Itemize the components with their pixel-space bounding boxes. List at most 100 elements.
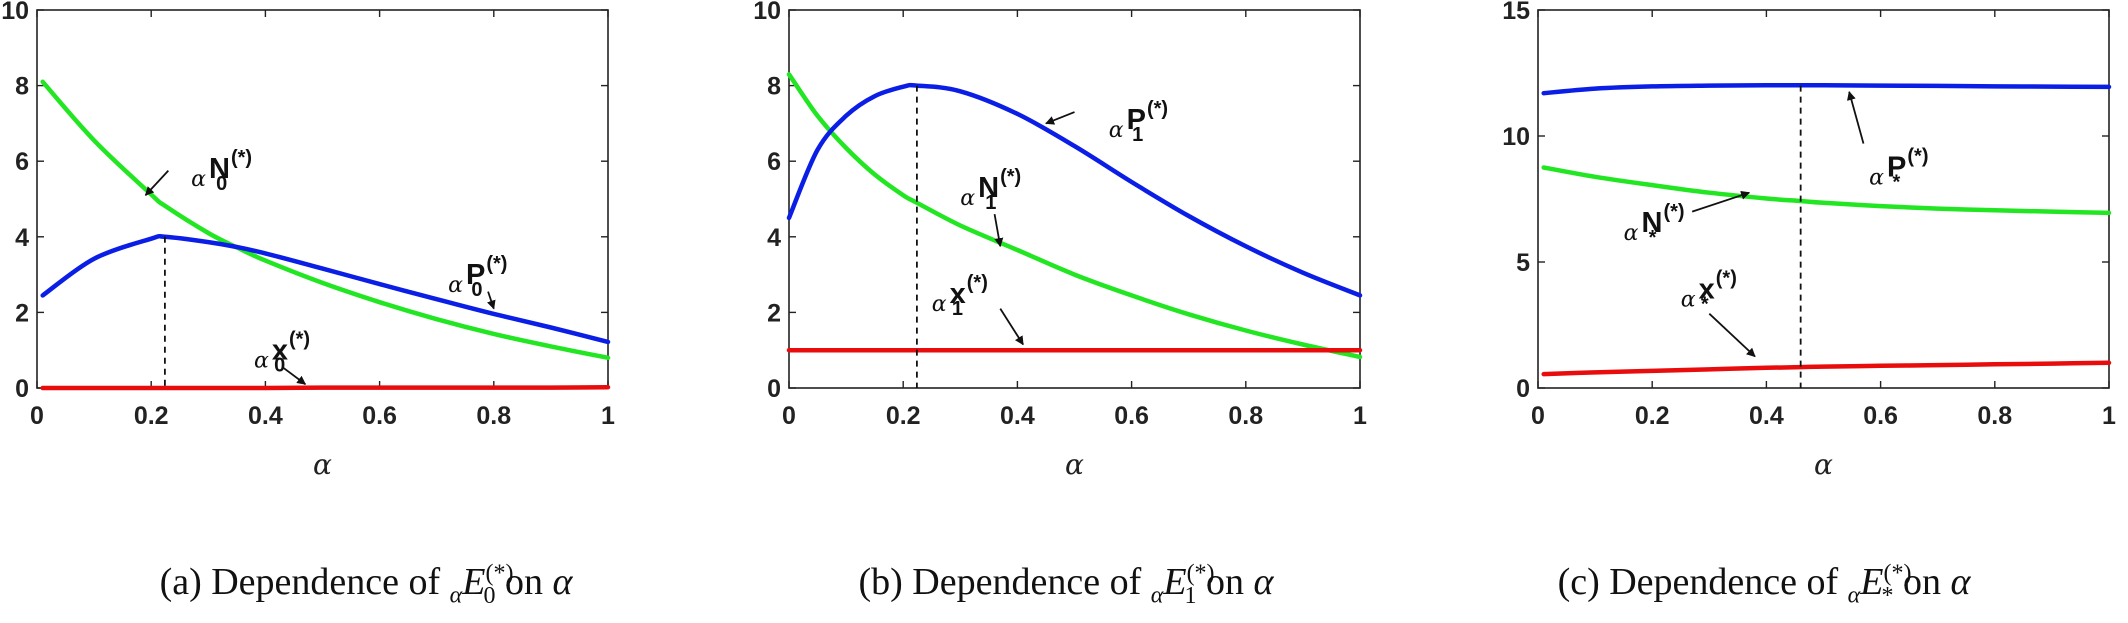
- caption-e: E: [1163, 561, 1187, 603]
- series-line-N: [786, 72, 1363, 360]
- annotation-label: α N(*) 0: [191, 147, 252, 195]
- series-line-N: [40, 79, 611, 361]
- caption-alpha: α: [1150, 582, 1164, 609]
- x-axis-label: α: [1065, 448, 1084, 481]
- caption-sub: *: [1881, 582, 1894, 609]
- y-tick-label: 0: [1516, 375, 1530, 403]
- caption-b: (b) Dependence of αE(*)1 on α: [716, 560, 1416, 610]
- y-tick-label: 8: [15, 73, 29, 101]
- y-tick-label: 6: [767, 148, 781, 176]
- y-tick-label: 10: [1502, 123, 1530, 151]
- annotation-label: α P(*) 0: [448, 253, 507, 301]
- annotation-arrow: [281, 366, 307, 385]
- x-tick-label: 0.4: [1000, 402, 1035, 430]
- annotation-label: α x(*) *: [1681, 268, 1737, 316]
- annotation-N: α N(*) 1: [960, 166, 1021, 248]
- x-tick-label: 1: [2102, 402, 2116, 430]
- plot-frame: [36, 9, 609, 389]
- caption-c: (c) Dependence of αE(*)* on α: [1414, 560, 2114, 610]
- x-axis-label: α: [313, 448, 332, 481]
- caption-sub: 0: [483, 582, 496, 609]
- caption-alpha: α: [449, 582, 463, 609]
- x-tick-label: 0.6: [1863, 402, 1898, 430]
- series-line-N: [1541, 165, 2112, 216]
- x-tick-label: 0.4: [1749, 402, 1784, 430]
- caption-prefix: (c) Dependence of: [1557, 561, 1848, 603]
- x-tick-label: 0.2: [134, 402, 169, 430]
- caption-e: E: [462, 561, 486, 603]
- y-tick-label: 5: [1516, 249, 1530, 277]
- annotation-P: α P(*) *: [1847, 91, 1928, 193]
- annotation-P: α P(*) 1: [1045, 98, 1168, 146]
- plot-frame: [1537, 9, 2110, 389]
- caption-suffix: on: [1893, 561, 1951, 603]
- x-tick-label: 0: [782, 402, 796, 430]
- annotation-N: α N(*) *: [1624, 190, 1751, 249]
- caption-sup: (*): [485, 560, 514, 587]
- x-tick-label: 0.8: [476, 402, 511, 430]
- annotation-x: α x(*) 1: [932, 272, 1024, 346]
- annotation-x: α x(*) *: [1681, 268, 1756, 358]
- annotation-label: α x(*) 1: [932, 272, 988, 320]
- x-tick-label: 0: [30, 402, 44, 430]
- annotation-arrow: [993, 213, 1004, 248]
- y-tick-label: 0: [15, 375, 29, 403]
- caption-sup: (*): [1883, 560, 1912, 587]
- annotation-arrow: [144, 170, 169, 196]
- x-axis-label: α: [1814, 448, 1833, 481]
- y-tick-label: 2: [15, 299, 29, 327]
- x-tick-label: 1: [1353, 402, 1367, 430]
- x-tick-label: 0.2: [886, 402, 921, 430]
- caption-sup: (*): [1186, 560, 1215, 587]
- y-tick-label: 10: [753, 0, 781, 25]
- y-tick-label: 15: [1502, 0, 1530, 25]
- x-tick-label: 0.4: [248, 402, 283, 430]
- annotation-arrow: [999, 308, 1024, 346]
- series-line-x: [40, 384, 611, 391]
- y-tick-label: 10: [1, 0, 29, 25]
- y-tick-label: 4: [15, 224, 29, 252]
- caption-var: α: [1950, 561, 1971, 603]
- annotation-N: α N(*) 0: [144, 147, 252, 196]
- caption-var: α: [1253, 561, 1274, 603]
- y-tick-label: 6: [15, 148, 29, 176]
- caption-alpha: α: [1847, 582, 1861, 609]
- series-line-P: [786, 82, 1363, 298]
- series-line-P: [1541, 83, 2112, 96]
- annotation-label: α N(*) *: [1624, 201, 1685, 249]
- caption-e: E: [1860, 561, 1884, 603]
- caption-var: α: [552, 561, 573, 603]
- annotation-arrow: [1045, 111, 1075, 125]
- annotation-label: α x(*) 0: [254, 329, 310, 377]
- annotation-label: α P(*) *: [1869, 145, 1928, 193]
- annotation-arrow: [1847, 91, 1865, 144]
- caption-suffix: on: [1196, 561, 1254, 603]
- x-tick-label: 0.2: [1635, 402, 1670, 430]
- annotation-P: α P(*) 0: [448, 253, 507, 310]
- x-tick-label: 0: [1531, 402, 1545, 430]
- caption-prefix: (a) Dependence of: [159, 561, 450, 603]
- annotation-arrow: [1708, 313, 1756, 358]
- annotation-arrow: [486, 291, 496, 310]
- plot-frame: [788, 9, 1361, 389]
- x-tick-label: 0.8: [1228, 402, 1263, 430]
- y-tick-label: 2: [767, 299, 781, 327]
- annotation-x: α x(*) 0: [254, 329, 310, 385]
- x-tick-label: 0.8: [1977, 402, 2012, 430]
- x-tick-label: 1: [601, 402, 615, 430]
- annotation-arrow: [1691, 190, 1751, 213]
- series-line-x: [1541, 360, 2112, 377]
- y-tick-label: 4: [767, 224, 781, 252]
- y-tick-label: 0: [767, 375, 781, 403]
- y-tick-label: 8: [767, 73, 781, 101]
- x-tick-label: 0.6: [1114, 402, 1149, 430]
- caption-prefix: (b) Dependence of: [858, 561, 1151, 603]
- series-line-P: [40, 233, 611, 345]
- caption-sub: 1: [1184, 582, 1197, 609]
- x-tick-label: 0.6: [362, 402, 397, 430]
- caption-a: (a) Dependence of αE(*)0 on α: [16, 560, 716, 610]
